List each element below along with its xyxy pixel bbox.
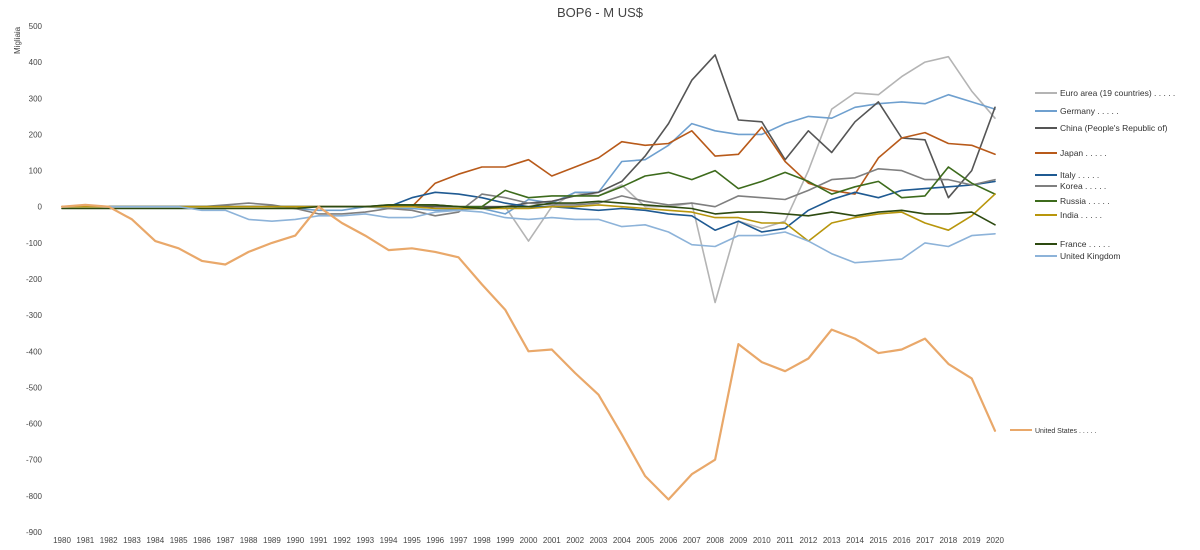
legend-entry: China (People's Republic of) (1035, 123, 1168, 133)
y-tick-label: -100 (26, 239, 43, 248)
legend-entry: Korea . . . . . (1035, 181, 1106, 191)
y-tick-label: -700 (26, 456, 43, 465)
x-tick-label: 1996 (426, 536, 444, 545)
legend-label: Japan . . . . . (1060, 148, 1107, 158)
chart-title: BOP6 - M US$ (557, 5, 644, 20)
x-tick-label: 2020 (986, 536, 1004, 545)
legend: Euro area (19 countries) . . . . . German… (1010, 88, 1175, 435)
series-line (61, 168, 996, 217)
x-tick-label: 1988 (240, 536, 258, 545)
x-tick-label: 1981 (76, 536, 94, 545)
x-tick-label: 1993 (356, 536, 374, 545)
x-tick-label: 2013 (823, 536, 841, 545)
x-tick-label: 1986 (193, 536, 211, 545)
series-line (61, 126, 996, 208)
x-tick-label: 2006 (660, 536, 678, 545)
x-tick-label: 1984 (146, 536, 164, 545)
series-line (61, 193, 996, 242)
x-tick-label: 1980 (53, 536, 71, 545)
x-tick-label: 2016 (893, 536, 911, 545)
x-tick-label: 1998 (473, 536, 491, 545)
y-tick-label: -900 (26, 528, 43, 537)
y-tick-label: 400 (29, 58, 43, 67)
legend-entry: Germany . . . . . (1035, 106, 1119, 116)
x-tick-label: 2008 (706, 536, 724, 545)
x-tick-label: 1990 (286, 536, 304, 545)
series-lines (60, 54, 997, 501)
x-tick-label: 2000 (520, 536, 538, 545)
x-tick-label: 2004 (613, 536, 631, 545)
y-tick-label: -400 (26, 347, 43, 356)
legend-entry: United Kingdom (1035, 251, 1120, 261)
x-tick-label: 2002 (566, 536, 584, 545)
x-tick-label: 1999 (496, 536, 514, 545)
x-tick-label: 2009 (730, 536, 748, 545)
legend-label: Korea . . . . . (1060, 181, 1106, 191)
legend-entry: Italy . . . . . (1035, 170, 1099, 180)
x-tick-label: 2003 (590, 536, 608, 545)
y-tick-label: 200 (29, 130, 43, 139)
x-tick-label: 1992 (333, 536, 351, 545)
y-tick-label: 300 (29, 94, 43, 103)
x-tick-label: 1982 (100, 536, 118, 545)
x-axis-ticks: 1980 1981 1982 1983 1984 1985 1986 1987 1988 1989… (53, 536, 1004, 545)
y-tick-label: 0 (38, 203, 43, 212)
y-tick-label: -500 (26, 383, 43, 392)
x-tick-label: 1983 (123, 536, 141, 545)
legend-entry: Euro area (19 countries) . . . . . (1035, 88, 1175, 98)
series-line (61, 55, 996, 304)
x-tick-label: 2005 (636, 536, 654, 545)
series-line (61, 54, 996, 208)
legend-label: United Kingdom (1060, 251, 1120, 261)
y-tick-label: 500 (29, 22, 43, 31)
x-tick-label: 2007 (683, 536, 701, 545)
series-line (61, 93, 996, 215)
y-tick-label: -300 (26, 311, 43, 320)
legend-entry: United States . . . . . (1010, 428, 1097, 435)
y-tick-label: -600 (26, 420, 43, 429)
y-tick-label: -200 (26, 275, 43, 284)
y-axis-label: Migliaia (13, 26, 22, 54)
series-line (60, 203, 997, 501)
y-tick-label: 100 (29, 167, 43, 176)
legend-label: United States . . . . . (1035, 428, 1097, 435)
x-tick-label: 1985 (170, 536, 188, 545)
x-tick-label: 1997 (450, 536, 468, 545)
legend-entry: India . . . . . (1035, 210, 1102, 220)
legend-label: Euro area (19 countries) . . . . . (1060, 88, 1175, 98)
x-tick-label: 1994 (380, 536, 398, 545)
legend-entry: France . . . . . (1035, 239, 1110, 249)
x-tick-label: 2017 (916, 536, 934, 545)
series-line (61, 166, 996, 208)
x-tick-label: 2018 (939, 536, 957, 545)
x-tick-label: 2011 (776, 536, 794, 545)
legend-entry: Japan . . . . . (1035, 148, 1107, 158)
x-tick-label: 2001 (543, 536, 561, 545)
x-tick-label: 2014 (846, 536, 864, 545)
x-tick-label: 2012 (800, 536, 818, 545)
legend-label: Italy . . . . . (1060, 170, 1099, 180)
x-tick-label: 2010 (753, 536, 771, 545)
series-line (61, 200, 996, 226)
series-line (61, 204, 996, 264)
legend-label: Russia . . . . . (1060, 196, 1110, 206)
y-tick-label: -800 (26, 492, 43, 501)
x-tick-label: 1991 (310, 536, 328, 545)
legend-label: France . . . . . (1060, 239, 1110, 249)
x-tick-label: 1995 (403, 536, 421, 545)
y-axis-ticks: 500 400 300 200 100 0 -100 -200 -300 -400 -500 -600… (26, 22, 43, 537)
x-tick-label: 2019 (963, 536, 981, 545)
x-tick-label: 1989 (263, 536, 281, 545)
legend-label: China (People's Republic of) (1060, 123, 1168, 133)
legend-label: India . . . . . (1060, 210, 1102, 220)
legend-entry: Russia . . . . . (1035, 196, 1110, 206)
legend-label: Germany . . . . . (1060, 106, 1119, 116)
x-tick-label: 2015 (869, 536, 887, 545)
x-tick-label: 1987 (216, 536, 234, 545)
